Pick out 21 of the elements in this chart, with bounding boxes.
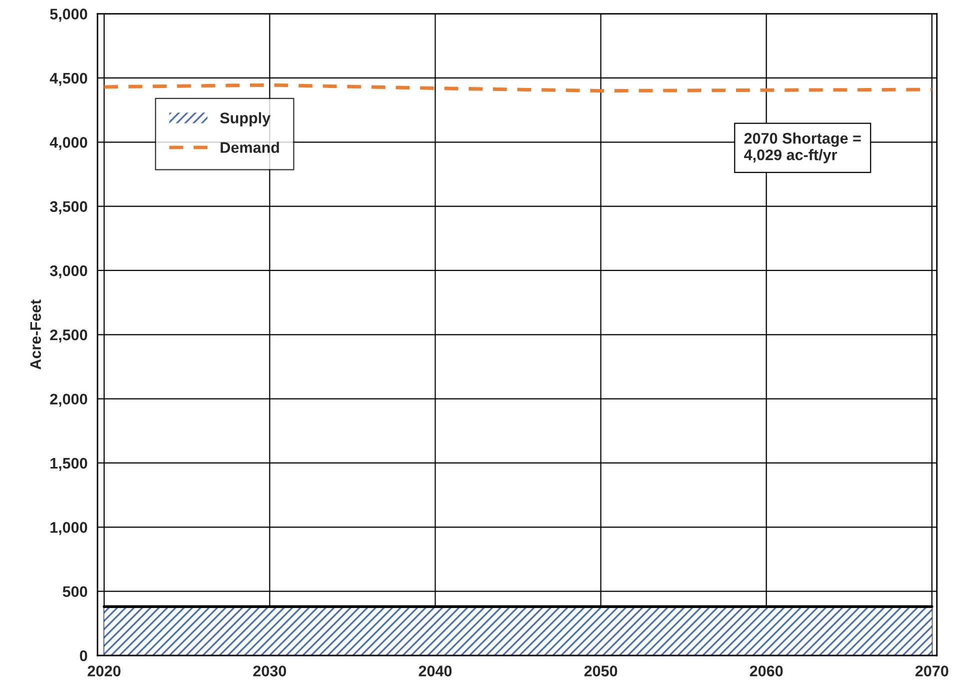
x-tick-label: 2020 (88, 666, 121, 676)
x-tick-label: 2030 (253, 666, 286, 676)
y-tick-label: 2,000 (50, 394, 88, 407)
y-tick-label: 3,500 (50, 201, 88, 214)
y-tick-label: 1,500 (50, 458, 88, 471)
y-tick-label: 1,000 (50, 522, 88, 536)
legend-label: Demand (220, 142, 279, 153)
annotation: 2070 Shortage = 4,029 ac-ft/yr (744, 132, 861, 164)
y-axis-title: Acre-Feet (30, 300, 41, 370)
y-tick-label: 500 (62, 586, 88, 598)
y-tick-label: 4,000 (50, 137, 88, 150)
x-tick-label: 2050 (584, 666, 618, 676)
x-tick-label: 2070 (915, 666, 948, 676)
y-tick-label: 0 (80, 650, 88, 662)
x-tick-label: 2040 (418, 666, 452, 676)
legend-label: Supply (220, 112, 271, 126)
y-tick-label: 2,500 (50, 330, 88, 343)
y-tick-label: 3,000 (50, 265, 88, 278)
x-tick-label: 2060 (750, 666, 783, 676)
y-tick-label: 5,000 (50, 8, 88, 22)
y-tick-label: 4,500 (50, 72, 88, 86)
